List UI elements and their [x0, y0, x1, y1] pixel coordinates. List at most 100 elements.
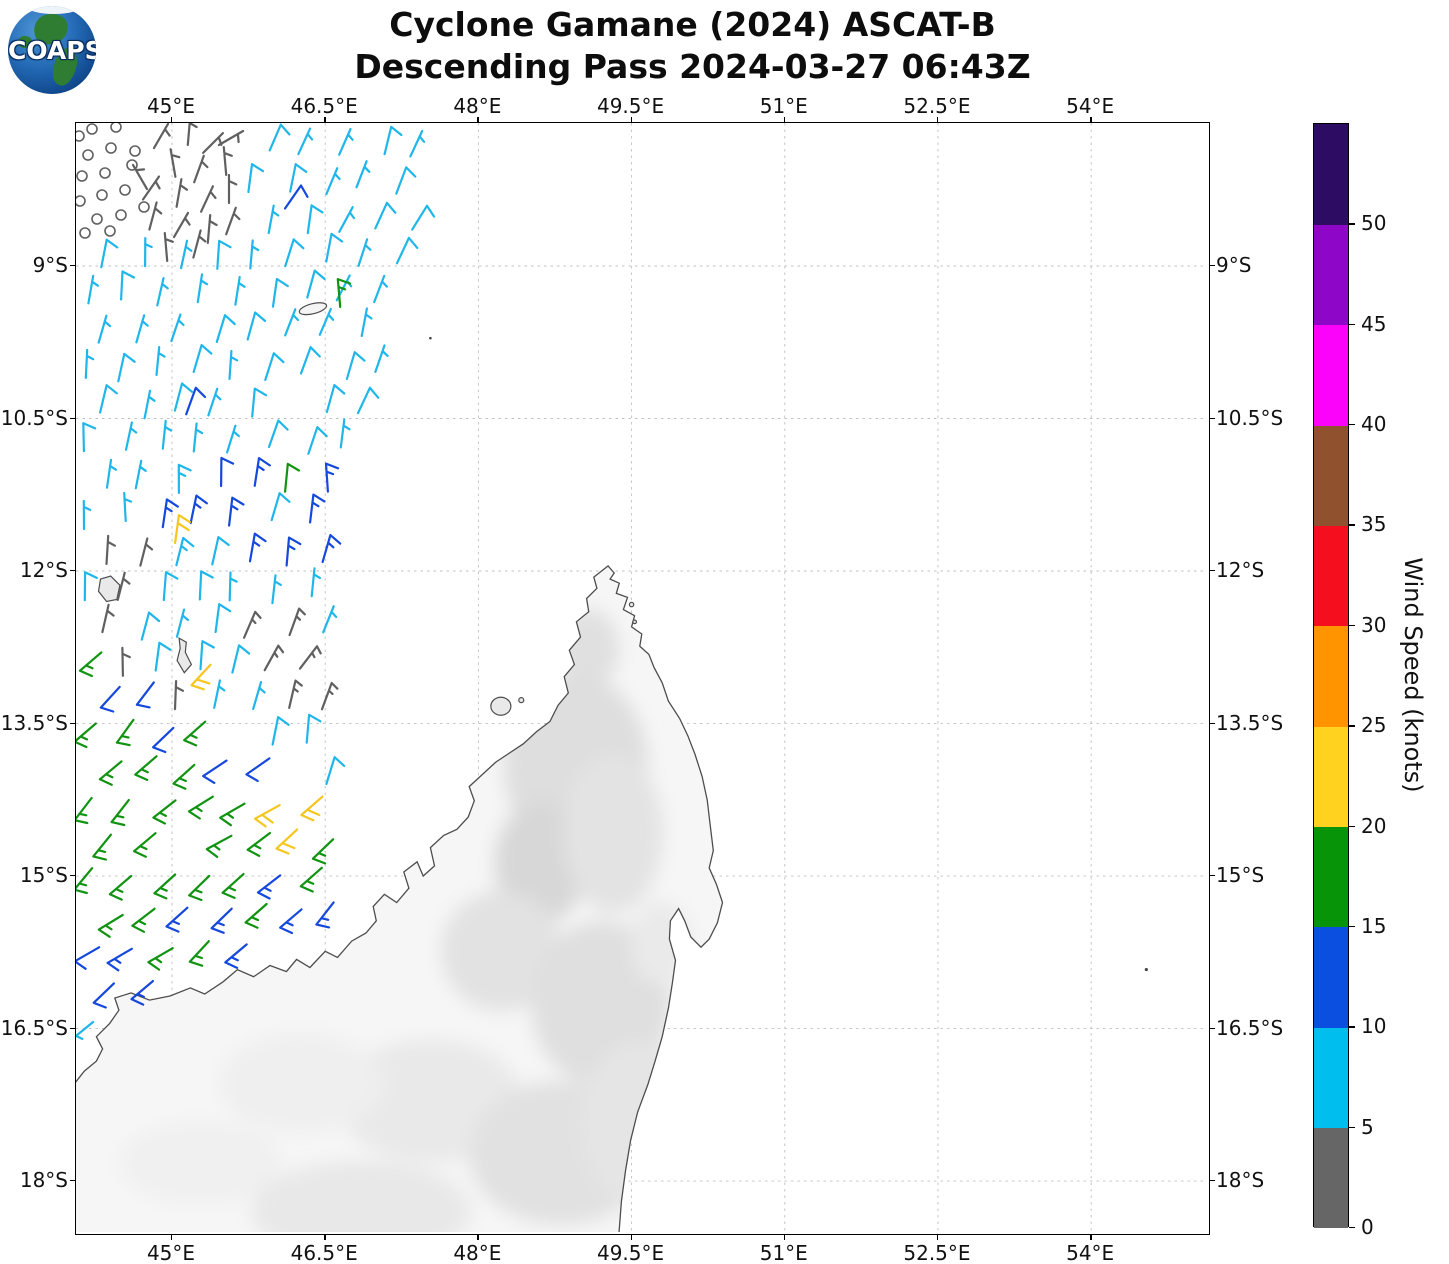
wind-barb [395, 166, 417, 195]
y-tick-label-left: 13.5°S [0, 710, 68, 735]
wind-barb [227, 173, 238, 205]
wind-barb [254, 804, 281, 828]
wind-barb [244, 902, 268, 929]
wind-barb [322, 605, 338, 634]
wind-barb [175, 608, 189, 638]
wind-barb [299, 346, 321, 375]
wind-barb [279, 908, 303, 935]
colorbar-segment-40-45 [1314, 324, 1348, 426]
wind-barb [228, 496, 245, 527]
wind-barb [161, 419, 173, 450]
wind-barb [213, 679, 226, 709]
wind-barb [288, 607, 306, 637]
wind-barb [325, 232, 344, 263]
calm-wind-circle [110, 123, 122, 133]
y-tick-label-left: 16.5°S [0, 1015, 68, 1040]
x-tick-mark [477, 117, 479, 122]
wind-barb [271, 716, 290, 746]
y-tick-mark [70, 570, 75, 572]
wind-barb [225, 206, 241, 236]
wind-barb [284, 308, 300, 337]
wind-barb [131, 907, 156, 933]
wind-barb [411, 204, 436, 231]
x-tick-label-bottom: 48°E [453, 1241, 502, 1264]
colorbar-segment-45-50 [1314, 224, 1348, 326]
wind-barb [147, 947, 174, 971]
wind-barb [374, 201, 397, 230]
wind-barb [116, 571, 131, 601]
colorbar-tick-mark [1349, 925, 1355, 928]
wind-barb [309, 493, 326, 524]
wind-barb [78, 651, 103, 678]
y-tick-mark [70, 417, 75, 419]
calm-wind-circle [119, 184, 131, 196]
colorbar-tick-label: 10 [1361, 1014, 1387, 1039]
wind-barb [315, 901, 335, 929]
wind-barbs-layer [76, 123, 436, 1040]
map-frame [75, 122, 1210, 1235]
wind-barb [271, 574, 282, 605]
x-tick-label-top: 48°E [453, 94, 502, 118]
y-tick-label-left: 15°S [19, 863, 68, 888]
wind-barb [87, 274, 99, 305]
wind-barb [248, 532, 267, 563]
colorbar-segment-0-5 [1314, 1127, 1348, 1229]
y-tick-label-right: 15°S [1216, 863, 1265, 888]
wind-barb [243, 610, 262, 639]
wind-barb [231, 644, 251, 674]
y-tick-label-right: 9°S [1216, 253, 1252, 277]
wind-barb [338, 127, 354, 156]
wind-barb [214, 603, 232, 634]
wind-barb [192, 422, 204, 453]
calm-wind-circle [76, 170, 88, 182]
colorbar-tick-label: 5 [1361, 1114, 1374, 1139]
wind-barb [325, 756, 346, 786]
wind-barb [202, 132, 224, 154]
x-tick-mark [1090, 117, 1092, 122]
wind-barb [299, 866, 323, 893]
colorbar-segment-25-30 [1314, 625, 1348, 727]
wind-barb [284, 238, 305, 268]
wind-barb [226, 424, 240, 454]
y-tick-mark [70, 265, 75, 267]
x-tick-mark [630, 117, 632, 122]
x-tick-label-bottom: 49.5°E [596, 1241, 665, 1264]
colorbar-tick-mark [1349, 1126, 1355, 1129]
wind-barb [108, 874, 133, 901]
wind-barb [124, 421, 138, 451]
y-tick-label-left: 12°S [19, 558, 68, 582]
small-islands [97, 302, 1148, 972]
y-tick-label-right: 18°S [1216, 1168, 1265, 1193]
wind-barb [84, 348, 95, 379]
wind-barb [205, 834, 233, 858]
wind-barb [131, 163, 149, 191]
x-tick-label-top: 52.5°E [903, 94, 971, 118]
y-tick-mark [70, 875, 75, 877]
wind-barb [306, 204, 324, 235]
colorbar-tick-mark [1349, 524, 1355, 526]
x-tick-mark [936, 1235, 939, 1240]
wind-barb [100, 238, 119, 269]
wind-barb [177, 463, 192, 494]
wind-barb [152, 726, 175, 754]
wind-barb [253, 457, 271, 487]
wind-barb [310, 567, 321, 598]
wind-barb [83, 571, 98, 602]
page-title: Cyclone Gamane (2024) ASCAT-B Descending… [0, 4, 1385, 88]
wind-barb [268, 123, 291, 152]
wind-barb [220, 456, 235, 488]
wind-barb [188, 874, 211, 902]
logo-text: COAPS [8, 36, 96, 65]
wind-barb [207, 387, 222, 417]
wind-barb [228, 571, 238, 602]
wind-barb [174, 514, 191, 544]
y-tick-mark [70, 1027, 75, 1029]
colorbar-segment-15-20 [1314, 826, 1348, 928]
calm-wind-circle [104, 225, 116, 237]
wind-barb [219, 802, 246, 827]
wind-barb [373, 274, 388, 304]
wind-barb [199, 640, 215, 671]
wind-barb [338, 206, 356, 233]
x-tick-label-top: 49.5°E [596, 94, 665, 118]
calm-wind-circle [82, 149, 94, 161]
